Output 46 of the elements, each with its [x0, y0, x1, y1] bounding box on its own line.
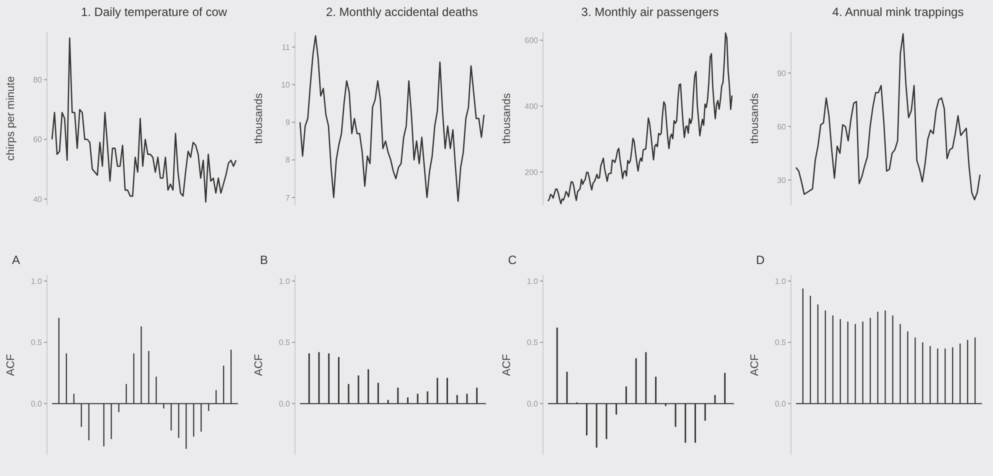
- y-axis-title: ACF: [749, 354, 761, 376]
- y-tick-label: 0.0: [278, 399, 291, 408]
- y-tick-label: 400: [524, 102, 539, 111]
- y-tick-label: 0.0: [774, 399, 787, 408]
- y-tick-label: 11: [282, 42, 291, 52]
- y-axis-title: thousands: [501, 92, 513, 144]
- y-tick-label: 0.0: [526, 399, 539, 408]
- y-tick-label: 80: [33, 76, 43, 85]
- chart-title: D: [756, 253, 765, 267]
- line-series: [299, 35, 485, 202]
- y-tick-label: 60: [33, 135, 43, 144]
- chart-title: 3. Monthly air passengers: [581, 5, 719, 19]
- y-tick-label: 200: [524, 168, 539, 177]
- y-axis-title: thousands: [253, 92, 265, 144]
- y-axis-title: ACF: [5, 354, 17, 376]
- y-tick-label: 10: [281, 80, 291, 90]
- y-tick-label: 1.0: [30, 276, 43, 286]
- y-tick-label: 9: [286, 118, 291, 128]
- line-series: [795, 33, 981, 200]
- y-tick-label: 60: [777, 122, 787, 132]
- y-axis-title: ACF: [253, 354, 265, 376]
- chart-title: B: [260, 253, 268, 267]
- y-axis-title: thousands: [749, 92, 761, 144]
- y-axis-title: chirps per minute: [5, 76, 17, 161]
- line-series: [547, 32, 733, 204]
- y-tick-label: 0.0: [30, 399, 43, 408]
- chart-title: 4. Annual mink trappings: [832, 5, 964, 19]
- y-tick-label: 1.0: [278, 276, 291, 286]
- y-axis-title: ACF: [501, 354, 513, 376]
- y-tick-label: 0.5: [774, 338, 787, 348]
- y-tick-label: 0.5: [278, 338, 291, 348]
- y-tick-label: 40: [33, 194, 43, 204]
- chart-title: 1. Daily temperature of cow: [80, 5, 228, 19]
- y-tick-label: 90: [777, 68, 787, 78]
- y-tick-label: 7: [286, 193, 291, 202]
- y-tick-label: 8: [286, 156, 291, 165]
- y-tick-label: 0.5: [30, 338, 43, 348]
- chart-title: 2. Monthly accidental deaths: [326, 5, 478, 19]
- y-tick-label: 600: [524, 36, 539, 46]
- y-tick-label: 0.5: [526, 338, 539, 348]
- y-tick-label: 1.0: [774, 276, 787, 286]
- line-series: [51, 37, 237, 203]
- y-tick-label: 1.0: [526, 276, 539, 286]
- y-tick-label: 30: [777, 176, 787, 185]
- chart-title: A: [12, 253, 20, 267]
- chart-title: C: [508, 253, 517, 267]
